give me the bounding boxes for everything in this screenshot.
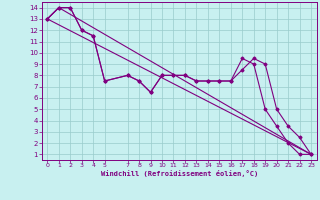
X-axis label: Windchill (Refroidissement éolien,°C): Windchill (Refroidissement éolien,°C) [100,170,258,177]
